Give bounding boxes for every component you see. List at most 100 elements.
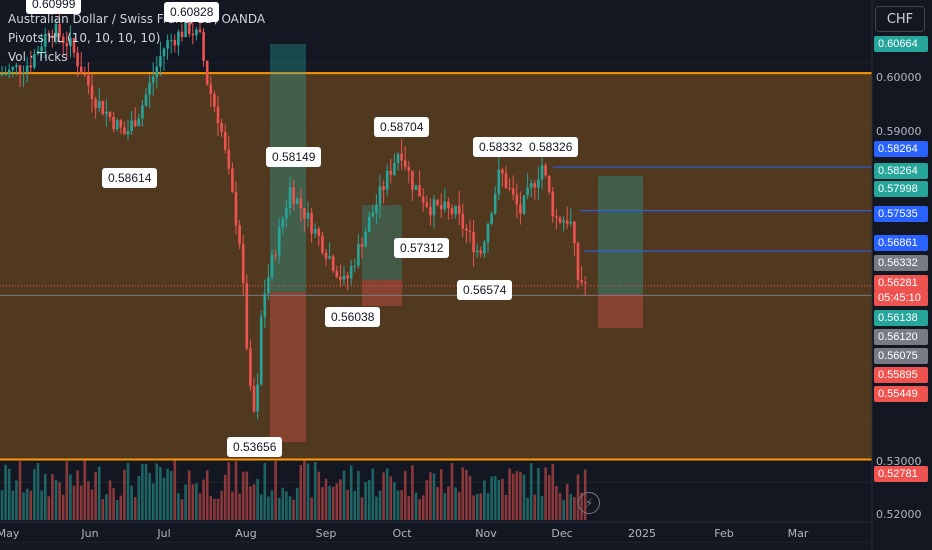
time-tick: Mar bbox=[787, 527, 809, 540]
candle-body bbox=[357, 244, 360, 266]
volume-bar bbox=[191, 484, 195, 520]
candle-body bbox=[61, 36, 65, 44]
volume-bar bbox=[115, 499, 119, 520]
volume-bar bbox=[238, 493, 241, 520]
volume-bar bbox=[61, 494, 65, 520]
candle-body bbox=[277, 226, 281, 256]
price-tag: 0.57535 bbox=[874, 206, 928, 222]
volume-bar bbox=[15, 480, 18, 520]
volume-bar bbox=[479, 493, 483, 520]
volume-bar bbox=[555, 485, 558, 520]
volume-bar bbox=[72, 485, 76, 520]
candle-body bbox=[573, 221, 576, 244]
candle-body bbox=[429, 206, 432, 216]
volume-bar bbox=[346, 489, 349, 520]
price-tag: 0.56138 bbox=[874, 310, 928, 326]
current-price-tag: 0.56281 bbox=[874, 275, 928, 291]
volume-bar bbox=[357, 470, 360, 520]
candle-body bbox=[479, 250, 483, 254]
candle-body bbox=[396, 153, 400, 163]
pivot-label: 0.58332 bbox=[473, 137, 529, 157]
candle-body bbox=[169, 40, 173, 42]
candle-body bbox=[504, 173, 508, 188]
volume-bar bbox=[310, 497, 313, 520]
candle-body bbox=[108, 111, 112, 117]
candle-body bbox=[461, 213, 465, 229]
candle-body bbox=[511, 188, 515, 195]
support-resistance-zone bbox=[0, 73, 872, 460]
candle-body bbox=[439, 204, 443, 210]
candle-body bbox=[321, 235, 324, 253]
volume-bar bbox=[360, 497, 364, 520]
candle-body bbox=[220, 123, 223, 132]
candle-body bbox=[364, 232, 367, 247]
volume-bar bbox=[537, 467, 540, 520]
candle-body bbox=[447, 201, 450, 208]
candle-body bbox=[393, 162, 396, 175]
pivot-label: 0.56038 bbox=[325, 307, 381, 327]
candle-body bbox=[33, 54, 36, 68]
volume-bar bbox=[529, 463, 533, 520]
volume-bar bbox=[162, 477, 166, 520]
candle-body bbox=[486, 223, 490, 243]
volume-bar bbox=[328, 485, 331, 520]
volume-bar bbox=[180, 499, 184, 520]
volume-bar bbox=[18, 461, 22, 520]
candle-body bbox=[324, 252, 328, 259]
candle-body bbox=[180, 31, 184, 38]
time-tick: May bbox=[0, 527, 20, 540]
candle-body bbox=[407, 167, 411, 171]
volume-bar bbox=[252, 484, 256, 520]
candle-body bbox=[259, 316, 263, 385]
candle-body bbox=[54, 24, 58, 38]
pivot-label: 0.60999 bbox=[26, 0, 82, 14]
volume-bar bbox=[400, 490, 403, 520]
volume-bar bbox=[76, 470, 79, 520]
candle-body bbox=[450, 207, 454, 214]
volume-bar bbox=[501, 478, 504, 520]
candle-body bbox=[349, 266, 353, 279]
candle-body bbox=[231, 168, 234, 192]
pivot-label: 0.58614 bbox=[102, 168, 158, 188]
volume-bar bbox=[306, 463, 310, 520]
candle-body bbox=[198, 29, 202, 32]
candle-body bbox=[436, 199, 439, 205]
lightning-icon[interactable]: ⚡ bbox=[578, 492, 600, 514]
candle-body bbox=[216, 106, 220, 124]
volume-bar bbox=[7, 468, 11, 520]
candle-body bbox=[501, 169, 504, 174]
currency-button[interactable]: CHF bbox=[875, 6, 925, 32]
candle-body bbox=[580, 280, 583, 283]
candle-body bbox=[202, 31, 205, 61]
volume-bar bbox=[544, 467, 547, 520]
candle-body bbox=[519, 204, 522, 214]
volume-bar bbox=[227, 462, 231, 520]
volume-bar bbox=[205, 470, 209, 520]
candle-body bbox=[551, 191, 555, 217]
candle-body bbox=[353, 265, 357, 267]
volume-bar bbox=[288, 496, 292, 520]
volume-bar bbox=[497, 479, 501, 520]
chart-legend: Australian Dollar / Swiss Franc, 1D, OAN… bbox=[8, 10, 265, 67]
volume-bar bbox=[526, 497, 529, 520]
volume-bar bbox=[378, 490, 382, 520]
volume-bar bbox=[209, 495, 213, 520]
time-tick: Aug bbox=[235, 527, 257, 540]
volume-bar bbox=[173, 460, 177, 520]
volume-bar bbox=[303, 460, 306, 520]
price-tick: 0.52000 bbox=[876, 508, 922, 521]
candle-body bbox=[335, 270, 339, 277]
volume-bar bbox=[29, 490, 33, 520]
candle-body bbox=[119, 120, 123, 128]
candle-body bbox=[421, 196, 425, 203]
volume-bar bbox=[0, 490, 4, 520]
candle-body bbox=[400, 153, 403, 161]
volume-bar bbox=[213, 498, 216, 520]
candle-body bbox=[249, 348, 252, 387]
candle-body bbox=[11, 67, 15, 70]
volume-bar bbox=[148, 472, 151, 520]
volume-bar bbox=[112, 488, 115, 520]
price-tag: 0.58264 bbox=[874, 163, 928, 179]
volume-bar bbox=[522, 474, 526, 520]
